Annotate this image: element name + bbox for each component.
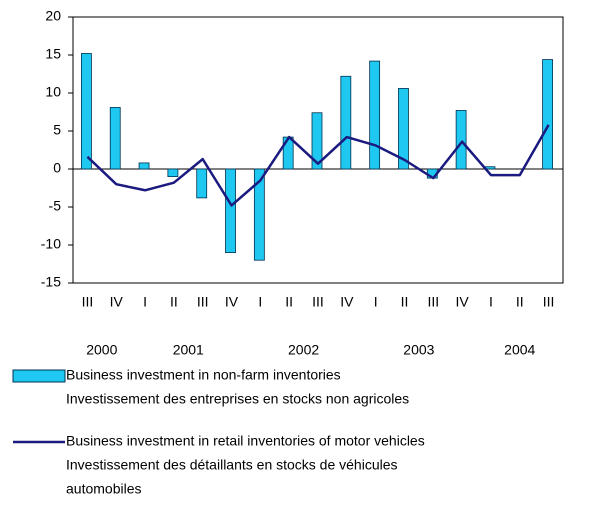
- bar: [542, 59, 553, 170]
- year-label: 2002: [288, 342, 319, 358]
- legend-label: automobiles: [66, 481, 142, 497]
- bar: [455, 110, 467, 170]
- year-label: 2003: [403, 342, 434, 358]
- bar: [138, 162, 150, 170]
- bar: [340, 75, 352, 170]
- y-tick-label: -5: [49, 198, 62, 214]
- x-tick-label: II: [401, 294, 409, 310]
- bar: [311, 112, 323, 170]
- x-tick-label: II: [285, 294, 293, 310]
- bar: [167, 168, 179, 177]
- x-tick-label: III: [427, 294, 439, 310]
- x-tick-label: I: [143, 294, 147, 310]
- x-tick-label: II: [516, 294, 524, 310]
- y-tick-label: 5: [53, 122, 61, 138]
- x-tick-label: IV: [340, 294, 354, 310]
- legend-label: Investissement des détaillants en stocks…: [66, 457, 398, 473]
- x-tick-label: I: [489, 294, 493, 310]
- year-label: 2000: [86, 342, 117, 358]
- line: [86, 124, 550, 207]
- bar: [369, 60, 381, 170]
- x-tick-label: III: [543, 294, 555, 310]
- bar: [81, 53, 92, 170]
- legend-label: Business investment in non-farm inventor…: [66, 367, 341, 383]
- x-tick-label: IV: [456, 294, 470, 310]
- bar: [109, 107, 121, 170]
- x-tick-label: III: [197, 294, 209, 310]
- x-tick-label: III: [82, 294, 94, 310]
- bar: [253, 168, 265, 261]
- x-tick-label: IV: [110, 294, 124, 310]
- y-tick-label: -15: [41, 274, 61, 290]
- y-tick-label: -10: [41, 236, 61, 252]
- y-tick-label: 20: [45, 8, 61, 24]
- x-tick-label: III: [312, 294, 324, 310]
- bar: [225, 168, 236, 253]
- y-tick-label: 0: [53, 160, 61, 176]
- legend-swatch: [12, 369, 66, 383]
- plot-frame: [72, 16, 564, 284]
- bar: [196, 168, 208, 199]
- legend-label: Business investment in retail inventorie…: [66, 433, 425, 449]
- y-tick-label: 10: [45, 84, 61, 100]
- legend-label: Investissement des entreprises en stocks…: [66, 391, 409, 407]
- x-tick-label: IV: [225, 294, 239, 310]
- year-label: 2001: [173, 342, 204, 358]
- y-tick-label: 15: [45, 46, 61, 62]
- x-tick-label: I: [374, 294, 378, 310]
- x-tick-label: I: [258, 294, 262, 310]
- bar: [398, 88, 409, 170]
- year-label: 2004: [504, 342, 535, 358]
- x-tick-label: II: [170, 294, 178, 310]
